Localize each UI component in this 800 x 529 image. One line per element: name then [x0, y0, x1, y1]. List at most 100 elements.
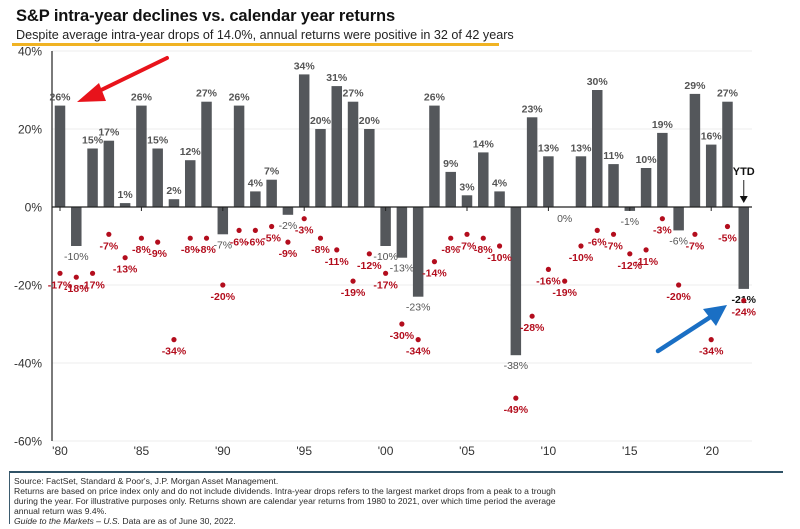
decline-dot-1987 — [171, 337, 177, 343]
decline-label: -19% — [341, 287, 366, 299]
decline-dot-1989 — [203, 235, 210, 241]
decline-dot-1992 — [252, 227, 258, 233]
decline-dot-2021 — [724, 223, 731, 230]
bar-label: 15% — [82, 135, 104, 147]
bar-2017 — [657, 132, 668, 207]
bar-label: 14% — [473, 138, 495, 150]
decline-label: -3% — [295, 225, 314, 237]
decline-label: -8% — [311, 244, 330, 256]
bar-label: 13% — [538, 142, 560, 154]
bar-2003 — [429, 105, 440, 207]
bar-label: 10% — [636, 154, 658, 166]
bar-2001 — [396, 207, 408, 258]
bar-label: 29% — [684, 80, 706, 92]
decline-label: -17% — [48, 279, 73, 291]
decline-dot-1998 — [350, 278, 356, 284]
decline-dot-2015 — [627, 251, 633, 257]
bar-label: 26% — [49, 92, 71, 104]
bar-label: 27% — [196, 88, 218, 100]
bar-label: 20% — [359, 115, 381, 127]
decline-dot-2008 — [513, 395, 519, 401]
ytd-label: YTD — [733, 166, 755, 178]
bar-1989 — [201, 101, 212, 207]
bar-label: 11% — [603, 150, 624, 162]
bar-label: 2% — [166, 185, 182, 197]
bar-label: -23% — [406, 302, 431, 314]
decline-dot-2007 — [496, 243, 503, 249]
decline-dot-2003 — [431, 259, 438, 265]
decline-label: -12% — [618, 260, 643, 272]
decline-label: -11% — [325, 256, 350, 268]
decline-label: -30% — [390, 330, 415, 342]
bar-2018 — [673, 207, 684, 231]
decline-label: -8% — [181, 244, 200, 256]
bar-1983 — [103, 140, 115, 207]
bar-2020 — [705, 144, 717, 207]
bar-1987 — [168, 199, 180, 207]
bar-2008 — [510, 207, 522, 356]
bar-1981 — [71, 207, 82, 246]
bar-1992 — [250, 191, 261, 207]
y-axis: 40% 20% 0% -20% -40% -60% — [14, 45, 53, 449]
bar-label: 26% — [229, 92, 251, 104]
bar-label: 17% — [98, 127, 120, 139]
y-tick-label: 40% — [18, 45, 42, 59]
bar-2007 — [494, 191, 505, 207]
bar-2004 — [445, 171, 456, 207]
y-tick-label: -20% — [14, 279, 42, 293]
x-tick-label: '15 — [622, 444, 638, 458]
bar-label: -10% — [64, 251, 89, 263]
decline-dot-1996 — [317, 235, 324, 241]
bar-1982 — [87, 148, 98, 207]
footnote-text-2: during the year. For illustrative purpos… — [14, 495, 556, 506]
decline-dot-2013 — [594, 227, 600, 233]
decline-label: -8% — [132, 244, 151, 256]
decline-label: -17% — [373, 279, 398, 291]
bar-label: -1% — [620, 216, 639, 228]
red-arrow-icon — [77, 83, 106, 102]
decline-label: -5% — [718, 233, 737, 245]
y-tick-label: 20% — [18, 123, 42, 137]
decline-dot-2019 — [692, 231, 698, 237]
bar-2010 — [543, 156, 554, 207]
bar-1999 — [364, 129, 375, 207]
decline-label: -16% — [536, 275, 561, 287]
y-tick-label: -60% — [14, 435, 42, 449]
x-tick-label: '20 — [703, 444, 719, 458]
decline-label: -10% — [487, 252, 512, 264]
decline-dot-2006 — [480, 235, 486, 241]
bar-1988 — [184, 160, 196, 207]
decline-dot-2022 — [741, 298, 747, 304]
decline-label: -12% — [357, 260, 382, 272]
bar-label: 15% — [147, 135, 169, 147]
gridlines — [52, 50, 752, 442]
decline-dot-1986 — [155, 239, 161, 245]
bar-label: 26% — [424, 92, 446, 104]
x-axis: '80 '85 '90 '95 '00 '05 '10 '15 '20 — [52, 206, 752, 458]
decline-dot-2009 — [529, 313, 535, 319]
decline-dot-2004 — [448, 235, 454, 241]
decline-label: -17% — [80, 279, 105, 291]
decline-label: -18% — [64, 283, 89, 295]
bar-1996 — [315, 129, 326, 207]
bar-label: 16% — [701, 131, 723, 143]
decline-dot-2016 — [643, 247, 649, 253]
bar-1980 — [54, 105, 66, 207]
decline-dot-2012 — [578, 243, 584, 249]
decline-dot-1999 — [366, 251, 372, 257]
bar-label: 30% — [587, 76, 609, 88]
x-tick-label: '95 — [296, 444, 312, 458]
chart: 40%20%0%-20%-40%-60% 26%-10%15%17%1%26%1… — [14, 45, 757, 459]
decline-label: -28% — [520, 322, 545, 334]
bar-label: 31% — [326, 72, 348, 84]
bar-1990 — [217, 207, 229, 235]
decline-label: -34% — [162, 346, 187, 358]
blue-arrow-shaft — [655, 313, 715, 354]
bar-1984 — [119, 203, 131, 207]
bar-label: 0% — [557, 213, 572, 225]
bar-1993 — [266, 179, 277, 207]
subtitle-accent-rule — [12, 43, 499, 46]
decline-label: -6% — [588, 236, 607, 248]
decline-dot-1997 — [334, 247, 340, 253]
bar-2009 — [526, 117, 538, 207]
